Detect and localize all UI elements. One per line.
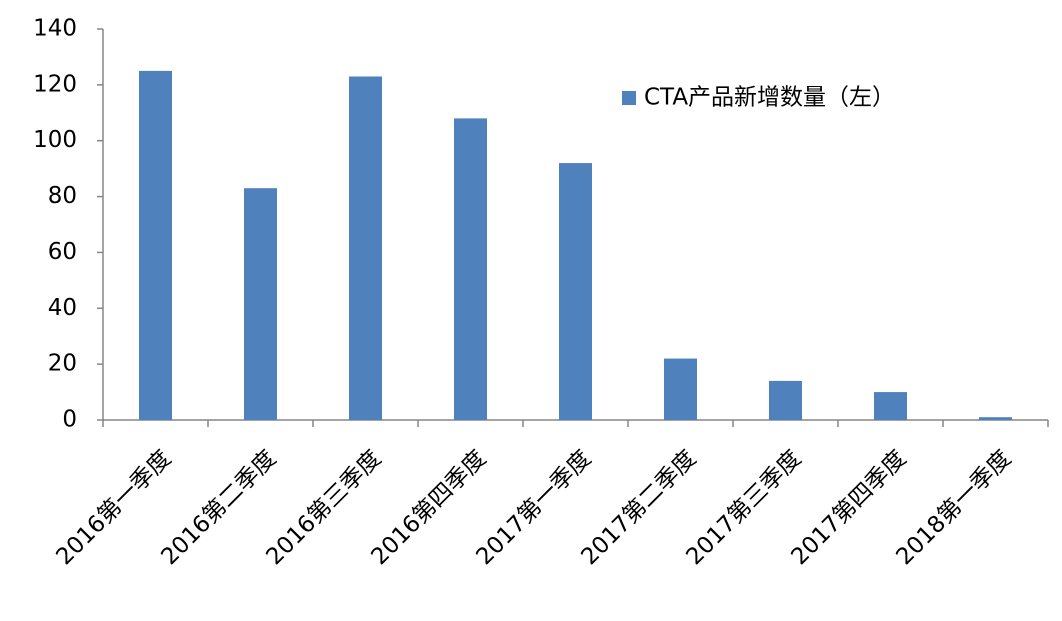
bar	[769, 380, 802, 420]
y-tick-label: 80	[48, 183, 77, 209]
y-tick-label: 0	[62, 407, 77, 433]
bar	[349, 76, 382, 420]
bar	[874, 392, 907, 420]
bar	[979, 417, 1012, 420]
y-tick-label: 60	[48, 239, 77, 265]
y-tick-label: 40	[48, 295, 77, 321]
bar	[244, 188, 277, 420]
y-tick-label: 140	[33, 16, 77, 42]
bar	[559, 163, 592, 421]
bar	[139, 70, 172, 421]
y-tick-label: 20	[48, 351, 77, 377]
y-tick-label: 120	[33, 71, 77, 97]
bar	[664, 358, 697, 420]
legend-swatch	[622, 91, 636, 105]
y-tick-label: 100	[33, 127, 77, 153]
legend-label: CTA产品新增数量（左）	[644, 85, 895, 111]
bar	[454, 118, 487, 420]
